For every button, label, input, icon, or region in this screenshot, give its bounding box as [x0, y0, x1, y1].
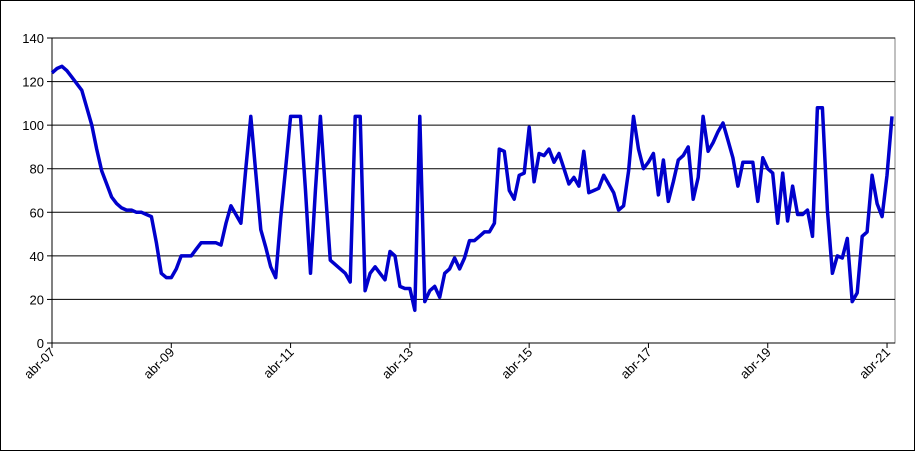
plot-area: [51, 37, 896, 344]
y-tick-label: 20: [30, 292, 44, 307]
data-line: [50, 64, 894, 313]
y-tick-label: 60: [30, 205, 44, 220]
y-tick-label: 0: [37, 336, 44, 351]
y-tick-label: 100: [22, 118, 44, 133]
y-tick-label: 140: [22, 31, 44, 46]
y-tick-label: 80: [30, 162, 44, 177]
y-tick-label: 120: [22, 75, 44, 90]
y-tick-label: 40: [30, 249, 44, 264]
